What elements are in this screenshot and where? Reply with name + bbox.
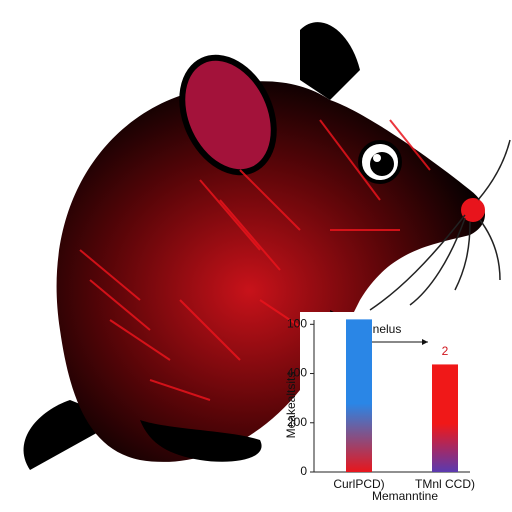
y-tick-label: 0 [300,464,307,478]
y-tick-label: 100 [287,316,307,330]
y-tick-label: 200 [287,415,307,429]
chart-background [300,312,500,512]
bar [432,364,458,472]
bar [346,319,372,472]
chart: Meakealtsits Memanntine nelus 0 200 400 100… [284,312,500,512]
annotation: nelus [373,322,402,336]
rat-illustration [23,22,511,470]
x-axis-label: Memanntine [372,489,438,503]
y-axis-label: Meakealtsits [284,372,298,439]
y-tick-label: 400 [287,366,307,380]
x-tick-label: CurlPCD) [333,477,384,491]
x-tick-label: TMnl CCD) [415,477,475,491]
bar-note: 2 [442,344,449,358]
